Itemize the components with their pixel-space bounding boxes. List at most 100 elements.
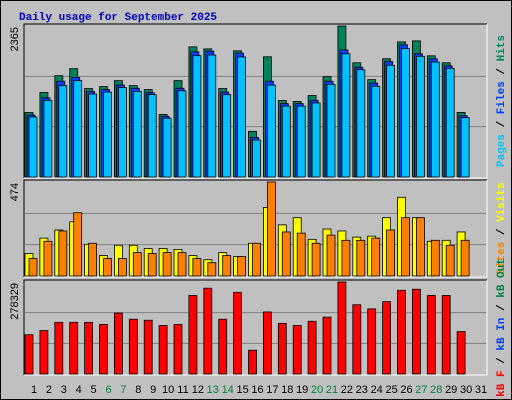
x-tick-label: 13 xyxy=(207,384,219,396)
bar xyxy=(192,55,202,178)
legend-entry: Files xyxy=(496,81,508,114)
legend: Sites / Visits xyxy=(496,182,508,274)
x-tick-label: 18 xyxy=(281,384,293,396)
bar xyxy=(114,312,123,375)
bar xyxy=(103,91,112,178)
bar xyxy=(73,80,83,178)
bar xyxy=(88,242,97,277)
bar xyxy=(128,318,138,375)
bar xyxy=(252,242,261,277)
x-tick-label: 1 xyxy=(31,384,37,396)
x-tick-label: 20 xyxy=(311,384,323,396)
bar xyxy=(430,61,440,178)
plot-border xyxy=(24,280,488,376)
bar xyxy=(307,320,317,375)
bar xyxy=(143,319,153,375)
bar xyxy=(158,325,168,375)
legend-separator: / xyxy=(496,114,508,134)
bar xyxy=(277,322,287,375)
bar xyxy=(73,212,83,277)
bar xyxy=(337,281,347,375)
bar xyxy=(132,252,142,277)
bar xyxy=(84,321,93,375)
bar xyxy=(28,116,38,178)
x-tick-label: 4 xyxy=(76,384,82,396)
x-tick-label: 7 xyxy=(120,384,126,396)
x-tick-label: 15 xyxy=(236,384,248,396)
x-tick-label: 22 xyxy=(341,384,353,396)
legend-entry: Pages xyxy=(496,134,508,167)
x-tick-label: 11 xyxy=(177,384,188,396)
bar xyxy=(248,349,257,375)
bar xyxy=(382,301,392,375)
legend-separator: / xyxy=(496,222,508,242)
bar xyxy=(118,258,127,277)
bar xyxy=(281,105,291,178)
bar xyxy=(386,64,396,178)
x-tick-label: 2 xyxy=(46,384,52,396)
bar xyxy=(441,295,451,375)
bar xyxy=(177,90,187,178)
x-tick-label: 16 xyxy=(251,384,263,396)
x-tick-label: 28 xyxy=(430,384,442,396)
x-tick-label: 10 xyxy=(162,384,174,396)
bar xyxy=(203,287,213,375)
bar xyxy=(132,91,142,178)
legend-entry: Sites xyxy=(496,242,508,275)
bar xyxy=(118,87,127,178)
legend-entry: Hits xyxy=(496,35,508,61)
bar xyxy=(326,234,336,277)
x-tick-label: 27 xyxy=(415,384,427,396)
y-tick-label: 2365 xyxy=(9,27,21,51)
bar xyxy=(411,288,421,375)
bar xyxy=(296,105,306,178)
bar xyxy=(460,239,470,277)
bar xyxy=(177,252,187,277)
bar xyxy=(173,323,183,375)
bar xyxy=(54,321,64,375)
plot-border xyxy=(24,24,488,179)
bar xyxy=(326,84,336,178)
bar xyxy=(292,325,302,375)
bar xyxy=(311,102,321,178)
x-tick-label: 3 xyxy=(61,384,67,396)
bar xyxy=(28,258,38,277)
bar xyxy=(426,295,436,375)
bar xyxy=(266,84,276,178)
x-tick-label: 29 xyxy=(445,384,457,396)
legend-entry: Visits xyxy=(496,182,508,222)
bar xyxy=(103,258,112,277)
bar xyxy=(386,229,396,277)
x-tick-label: 23 xyxy=(356,384,368,396)
x-tick-label: 30 xyxy=(460,384,472,396)
legend-entry: kB In xyxy=(496,318,508,351)
legend: kB F / kB In / kB Out xyxy=(496,258,508,397)
legend-separator: / xyxy=(496,61,508,81)
bar xyxy=(262,311,272,375)
bar xyxy=(43,99,53,178)
bar xyxy=(58,230,68,277)
bar xyxy=(445,244,455,277)
plot-border xyxy=(23,179,487,277)
bar xyxy=(252,139,261,178)
x-tick-label: 12 xyxy=(192,384,204,396)
x-tick-label: 5 xyxy=(91,384,97,396)
bar xyxy=(456,331,466,375)
x-tick-label: 6 xyxy=(105,384,111,396)
bar xyxy=(39,330,49,375)
bar xyxy=(415,217,425,277)
x-tick-label: 19 xyxy=(296,384,308,396)
bar xyxy=(356,69,366,178)
bar xyxy=(371,237,381,277)
bar xyxy=(296,232,306,277)
x-tick-label: 26 xyxy=(400,384,412,396)
plot-border xyxy=(23,23,487,178)
bar xyxy=(188,295,198,375)
bar xyxy=(222,94,232,178)
bar xyxy=(218,318,228,375)
bar xyxy=(266,181,276,277)
bar xyxy=(147,94,157,178)
y-tick-label: 278329 xyxy=(9,283,21,320)
